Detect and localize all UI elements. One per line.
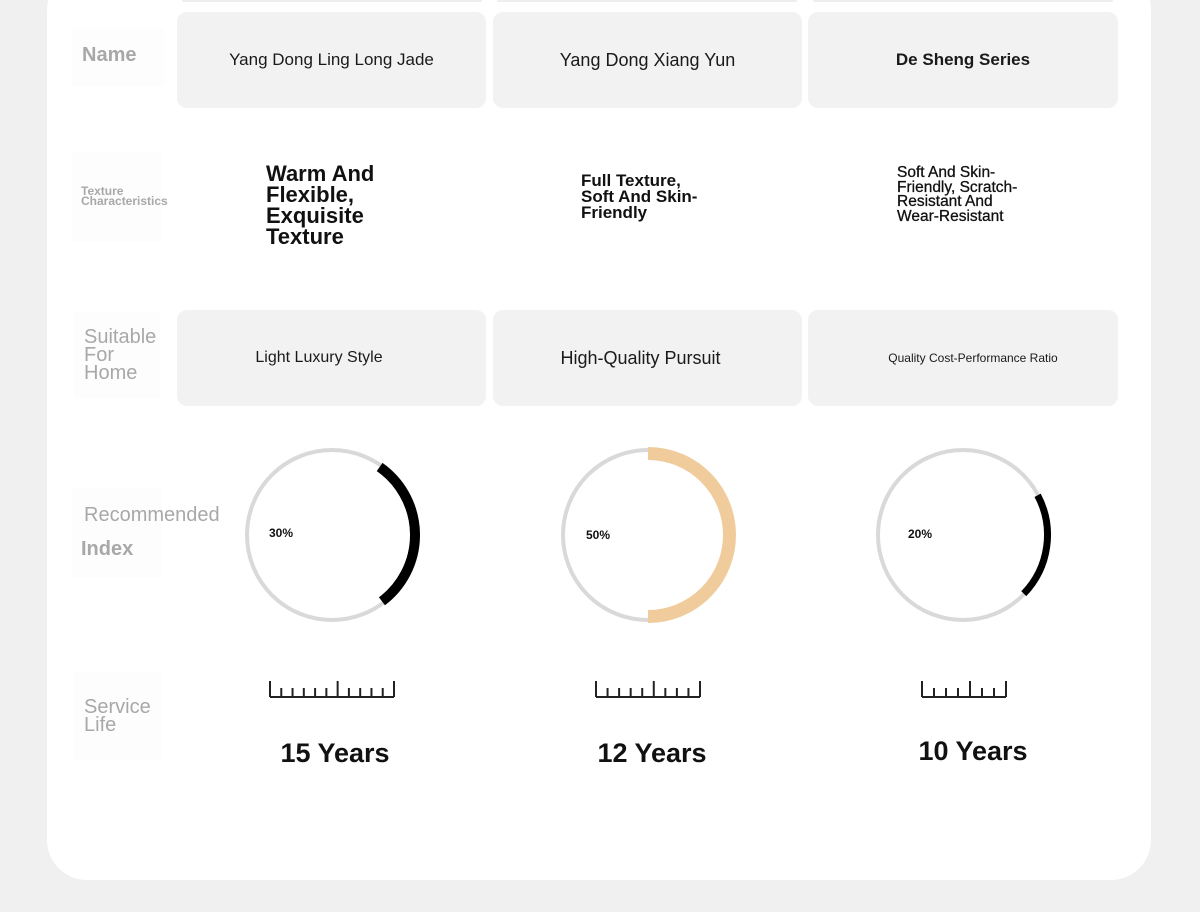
row-label-index-line1: Recommended <box>84 504 220 526</box>
service-life-2: 12 Years <box>597 738 707 768</box>
product-suitable-2: High-Quality Pursuit <box>493 310 802 406</box>
gauge-arc <box>647 447 736 623</box>
suitable-text: Light Luxury Style <box>255 349 383 366</box>
suitable-text: High-Quality Pursuit <box>560 347 721 368</box>
gauge-arc <box>1021 493 1051 597</box>
row-label-name: Name <box>72 28 164 86</box>
gauge-arc <box>376 462 420 606</box>
product-name-1: Yang Dong Ling Long Jade <box>177 12 486 108</box>
row-label-suitable: Suitable For Home <box>74 312 160 398</box>
index-label-1: 30% <box>269 526 294 540</box>
suitable-text: Quality Cost-Performance Ratio <box>888 351 1058 365</box>
product-texture-2: Full Texture, Soft And Skin-Friendly <box>581 171 698 223</box>
index-label-3: 20% <box>908 527 933 541</box>
product-suitable-3: Quality Cost-Performance Ratio <box>808 310 1118 406</box>
service-life-1: 15 Years <box>280 738 390 768</box>
row-label-service: Service Life <box>74 672 162 760</box>
row-label-index-line2: Index <box>81 538 134 560</box>
product-texture-1: Warm And Flexible, Exquisite Texture <box>266 161 375 249</box>
product-suitable-1: Light Luxury Style <box>177 310 486 406</box>
divider <box>182 0 482 2</box>
comparison-card <box>47 0 1151 880</box>
service-life-3: 10 Years <box>918 736 1028 766</box>
row-label-texture: Texture Characteristics <box>72 152 168 242</box>
row-label-index <box>72 488 162 578</box>
product-texture-3: Soft And Skin-Friendly, Scratch-Resistan… <box>897 164 1018 226</box>
product-name-text: Yang Dong Xiang Yun <box>559 49 736 70</box>
divider <box>813 0 1113 2</box>
product-name-2: Yang Dong Xiang Yun <box>493 12 802 108</box>
product-name-text: Yang Dong Ling Long Jade <box>229 50 434 69</box>
gauge-track <box>876 448 1050 622</box>
index-label-2: 50% <box>586 528 611 542</box>
product-name-text: De Sheng Series <box>895 50 1031 69</box>
product-name-3: De Sheng Series <box>808 12 1118 108</box>
divider <box>497 0 797 2</box>
